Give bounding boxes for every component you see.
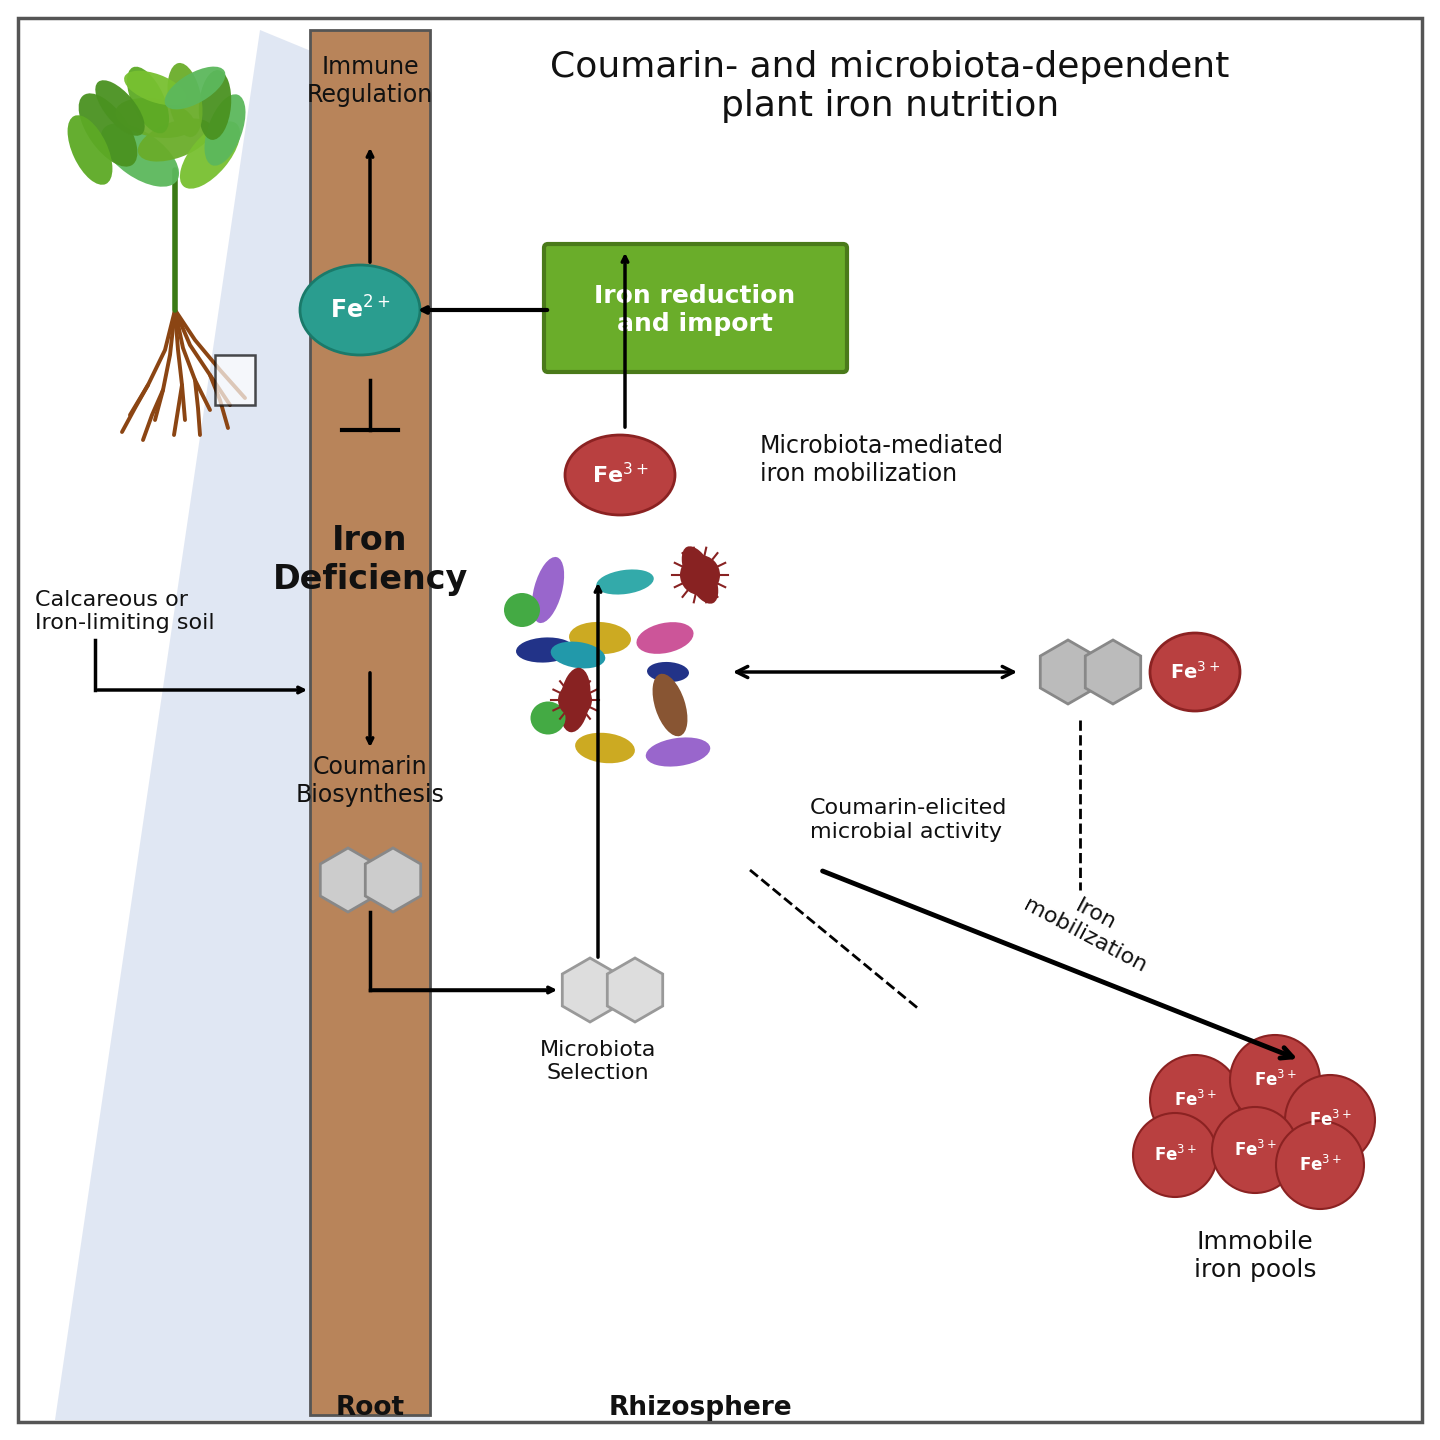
Ellipse shape — [647, 662, 688, 683]
Ellipse shape — [575, 733, 635, 763]
Text: Calcareous or
Iron-limiting soil: Calcareous or Iron-limiting soil — [35, 590, 215, 634]
Text: Immune
Regulation: Immune Regulation — [307, 55, 433, 107]
Ellipse shape — [516, 638, 575, 662]
Ellipse shape — [300, 265, 420, 356]
Text: Coumarin
Biosynthesis: Coumarin Biosynthesis — [295, 755, 445, 806]
Text: Iron reduction
and import: Iron reduction and import — [595, 284, 796, 336]
Ellipse shape — [204, 94, 245, 166]
Bar — [310, 30, 431, 1416]
Ellipse shape — [550, 642, 605, 668]
Text: Fe$^{2+}$: Fe$^{2+}$ — [330, 297, 390, 324]
Ellipse shape — [180, 121, 240, 189]
Text: Root: Root — [336, 1395, 405, 1421]
Text: Fe$^{3+}$: Fe$^{3+}$ — [1253, 1070, 1296, 1090]
Ellipse shape — [530, 701, 566, 734]
Circle shape — [1212, 1107, 1297, 1192]
Ellipse shape — [564, 435, 675, 516]
Text: Fe$^{3+}$: Fe$^{3+}$ — [592, 462, 648, 488]
Circle shape — [559, 683, 592, 717]
Circle shape — [1284, 1076, 1375, 1165]
Polygon shape — [1086, 639, 1140, 704]
Text: Iron
Deficiency: Iron Deficiency — [272, 524, 468, 596]
Ellipse shape — [115, 98, 194, 138]
Ellipse shape — [652, 674, 687, 736]
Bar — [215, 356, 255, 405]
Ellipse shape — [127, 66, 168, 134]
Ellipse shape — [560, 668, 590, 733]
Text: Fe$^{3+}$: Fe$^{3+}$ — [1174, 1090, 1217, 1110]
Circle shape — [1230, 1035, 1320, 1125]
Ellipse shape — [199, 71, 232, 140]
Text: Fe$^{3+}$: Fe$^{3+}$ — [1169, 661, 1220, 683]
Polygon shape — [55, 30, 431, 1420]
Circle shape — [1276, 1120, 1364, 1210]
Polygon shape — [562, 958, 618, 1022]
Ellipse shape — [101, 124, 179, 187]
Text: Microbiota-mediated
iron mobilization: Microbiota-mediated iron mobilization — [760, 433, 1004, 485]
Polygon shape — [608, 958, 662, 1022]
Polygon shape — [1040, 639, 1096, 704]
Ellipse shape — [167, 63, 203, 137]
Ellipse shape — [636, 622, 694, 654]
Text: Coumarin-elicited
microbial activity: Coumarin-elicited microbial activity — [809, 798, 1008, 841]
Text: Microbiota
Selection: Microbiota Selection — [540, 1040, 657, 1083]
Polygon shape — [320, 848, 376, 912]
Ellipse shape — [531, 557, 564, 624]
Ellipse shape — [138, 118, 212, 161]
Ellipse shape — [95, 81, 144, 135]
Text: Fe$^{3+}$: Fe$^{3+}$ — [1299, 1155, 1342, 1175]
Text: Fe$^{3+}$: Fe$^{3+}$ — [1309, 1110, 1352, 1130]
Ellipse shape — [504, 593, 540, 626]
Ellipse shape — [1151, 634, 1240, 711]
Ellipse shape — [569, 622, 631, 654]
Text: Immobile
iron pools: Immobile iron pools — [1194, 1230, 1316, 1282]
Ellipse shape — [79, 94, 137, 167]
FancyBboxPatch shape — [544, 243, 847, 372]
Text: Iron
mobilization: Iron mobilization — [1020, 874, 1161, 976]
Ellipse shape — [596, 569, 654, 595]
Text: Fe$^{3+}$: Fe$^{3+}$ — [1234, 1140, 1276, 1161]
Text: Coumarin- and microbiota-dependent
plant iron nutrition: Coumarin- and microbiota-dependent plant… — [550, 50, 1230, 124]
Ellipse shape — [681, 546, 719, 603]
Ellipse shape — [124, 71, 186, 105]
Ellipse shape — [68, 115, 112, 184]
Ellipse shape — [164, 66, 226, 109]
Text: Rhizosphere: Rhizosphere — [608, 1395, 792, 1421]
Ellipse shape — [645, 737, 710, 766]
Circle shape — [1133, 1113, 1217, 1197]
Text: Fe$^{3+}$: Fe$^{3+}$ — [1153, 1145, 1197, 1165]
Polygon shape — [366, 848, 420, 912]
Circle shape — [680, 554, 720, 595]
Circle shape — [1151, 1056, 1240, 1145]
